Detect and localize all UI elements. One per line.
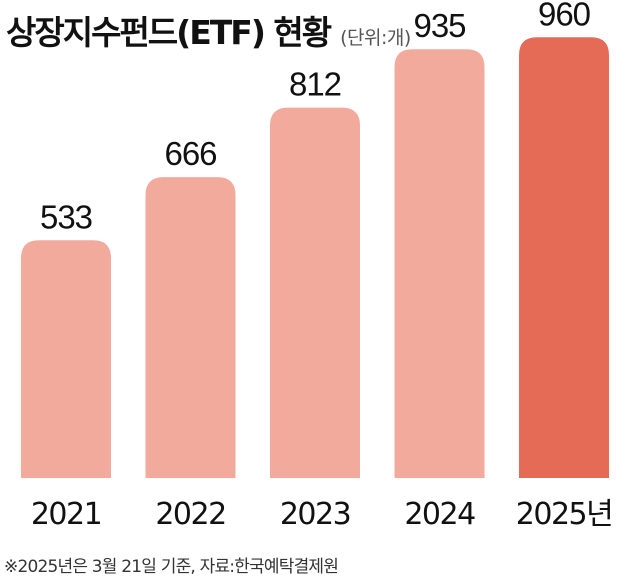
data-label-2023: 812 xyxy=(289,66,341,103)
category-label-2024: 2024 xyxy=(404,497,475,532)
bar-2023 xyxy=(270,107,360,479)
data-label-2022: 666 xyxy=(164,135,216,172)
bar-2022 xyxy=(145,177,236,479)
chart-header: 상장지수펀드(ETF) 현황 (단위:개) xyxy=(6,6,411,54)
chart-title: 상장지수펀드(ETF) 현황 xyxy=(6,13,332,52)
unit-label: (단위:개) xyxy=(340,27,411,49)
category-label-2022: 2022 xyxy=(155,497,225,532)
footnote: ※2025년은 3월 21일 기준, 자료:한국예탁결제원 xyxy=(4,557,339,577)
bar-2021 xyxy=(21,240,111,478)
bar-2024 xyxy=(394,49,485,478)
data-label-2021: 533 xyxy=(40,198,92,235)
data-label-2025년: 960 xyxy=(538,0,591,32)
category-label-2021: 2021 xyxy=(31,497,101,532)
category-label-2023: 2023 xyxy=(280,497,350,532)
bar-2025년 xyxy=(519,37,609,478)
category-label-2025년: 2025년 xyxy=(516,497,612,532)
data-label-2024: 935 xyxy=(413,7,465,44)
